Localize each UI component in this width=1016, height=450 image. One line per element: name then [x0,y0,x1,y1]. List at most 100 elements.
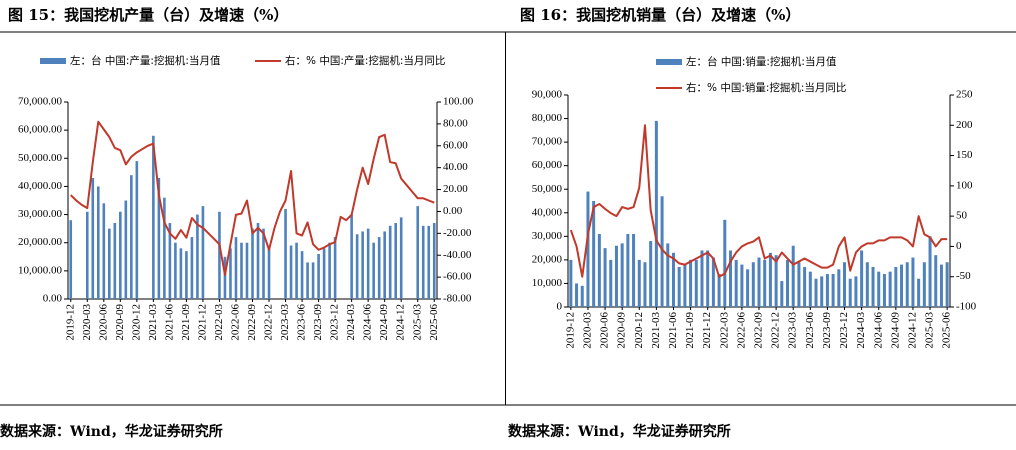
x-tick-label: 2022-06 [735,312,747,349]
legend-swatch [40,58,66,64]
bar [135,161,139,299]
y2-tick-label: 40.00 [443,161,468,173]
source-note: 数据来源：Wind，华龙证券研究所 [508,423,731,440]
bar [803,266,807,307]
x-tick-label: 2019-12 [564,312,576,349]
y2-tick-label: -100 [956,301,977,313]
bar [683,264,687,307]
y-tick-label: 60,000.00 [18,124,63,136]
bar [569,259,573,307]
bar [894,266,898,307]
bar [860,250,864,307]
bar [372,242,375,299]
bar [751,262,755,307]
x-tick-label: 2022-12 [263,304,275,341]
bar [603,248,607,307]
bar [865,262,869,307]
x-tick-label: 2023-03 [787,312,799,349]
x-tick-label: 2022-12 [770,312,782,349]
bar [432,223,436,299]
bar [882,274,886,307]
bar [592,201,596,307]
bar [843,262,847,307]
bar [911,257,915,307]
bar [333,237,337,299]
bar [837,269,841,307]
bar [888,271,892,307]
bar [377,237,381,299]
x-tick-label: 2025-03 [924,312,936,349]
bar [649,241,653,307]
bar [934,255,938,307]
x-tick-label: 2020-09 [616,312,628,349]
bar [427,225,431,299]
bar [939,264,943,307]
bar [234,237,238,299]
x-tick-label: 2021-12 [701,312,713,349]
bar [113,223,117,299]
y2-tick-label: -20.00 [443,227,472,239]
bar [694,259,698,307]
bar [586,191,590,307]
bar [190,237,194,299]
bar [163,197,166,299]
chart-title: 图 16：我国挖机销量（台）及增速（%） [520,6,800,24]
y-tick-label: 30,000.00 [18,208,63,220]
bar [91,177,95,299]
bar [267,248,271,299]
y-tick-label: 20,000 [532,253,563,265]
legend-label: 右：% 中国:产量:挖掘机:当月同比 [285,54,445,67]
bar [311,262,315,299]
bar [262,228,265,299]
y-tick-label: 70,000.00 [18,96,63,108]
x-tick-label: 2025-03 [411,304,423,341]
bar [677,266,681,307]
x-tick-label: 2025-06 [428,304,440,341]
bar [179,248,183,299]
x-tick-label: 2022-06 [230,304,242,341]
y-tick-label: 50,000 [532,183,563,195]
bar [922,262,926,307]
bar [643,262,647,307]
bar [85,211,89,299]
bar [223,256,227,299]
bar [157,177,161,299]
bar [757,257,761,307]
x-tick-label: 2023-03 [279,304,291,341]
bar [322,248,326,299]
bar [229,248,232,299]
bar [706,250,710,307]
bar [168,223,172,299]
bar [945,262,949,307]
bar [831,274,835,307]
bar [317,253,320,299]
x-tick-label: 2020-12 [130,304,142,341]
bar [763,259,767,307]
bar [295,242,298,299]
bar [580,285,584,307]
bar [256,223,260,299]
bar [284,208,287,299]
bar [328,242,331,299]
bar [728,250,732,307]
x-tick-label: 2024-12 [906,312,918,349]
bar [814,278,818,307]
y2-tick-label: 150 [956,149,973,161]
bar [871,266,875,307]
bar [632,233,636,307]
bar [130,175,133,299]
x-tick-label: 2022-09 [246,304,258,341]
y2-tick-label: 250 [956,89,973,101]
bar [196,214,199,299]
chart-title: 图 15：我国挖机产量（台）及增速（%） [8,6,288,24]
y-tick-label: 0 [557,301,563,313]
y2-tick-label: 100.00 [443,96,474,108]
x-tick-label: 2020-09 [114,304,126,341]
bar [654,120,658,308]
bar [96,186,100,299]
x-tick-label: 2023-06 [296,304,308,341]
x-tick-label: 2022-09 [753,312,765,349]
x-tick-label: 2022-03 [718,312,730,349]
bar [786,259,790,307]
